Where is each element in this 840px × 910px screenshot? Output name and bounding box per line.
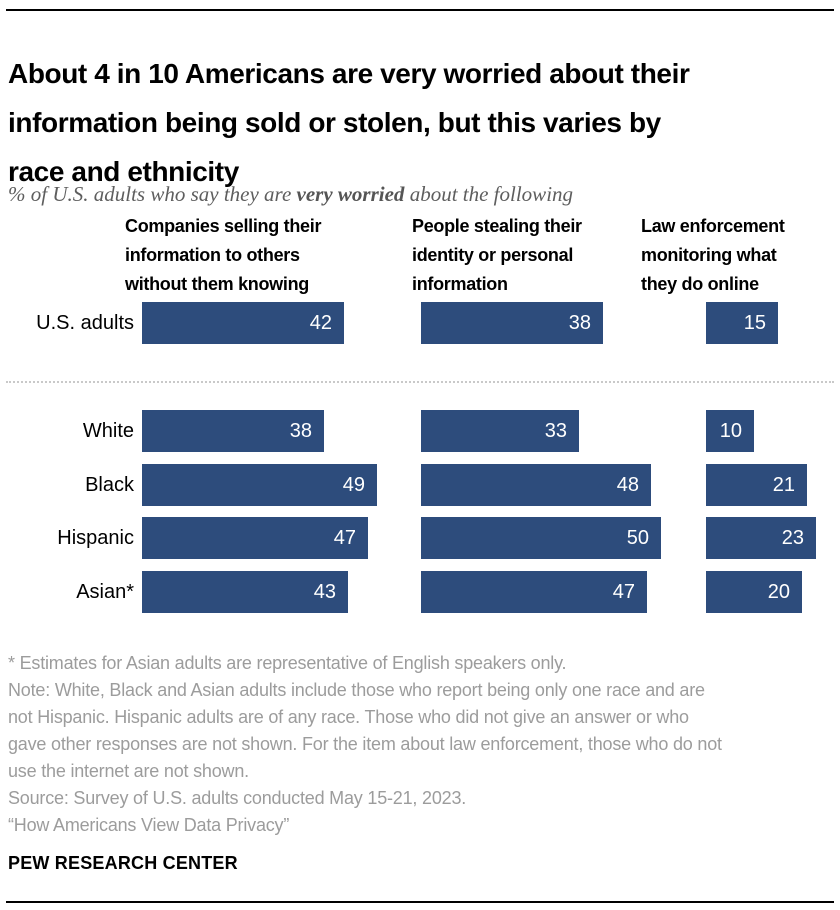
bar-value-label: 15	[743, 311, 766, 334]
methodology-note: Note: White, Black and Asian adults incl…	[8, 680, 722, 781]
bar-asian-col3: 20	[706, 571, 802, 613]
bar-chart: Companies selling their information to o…	[6, 216, 834, 613]
bar-hispanic-col1: 47	[142, 517, 368, 559]
row-label-white: White	[82, 420, 134, 442]
row-label-black: Black	[85, 474, 134, 496]
bar-asian-col2: 47	[421, 571, 647, 613]
bar-value-label: 38	[568, 311, 591, 334]
column-header-companies-selling: Companies selling their information to o…	[125, 216, 322, 294]
bar-black-col3: 21	[706, 464, 807, 506]
bar-value-label: 21	[772, 473, 795, 496]
bar-value-label: 20	[767, 580, 790, 603]
column-header-identity-theft: People stealing their identity or person…	[412, 216, 582, 294]
row-label-asian: Asian*	[76, 581, 134, 603]
bar-white-col3: 10	[706, 410, 754, 452]
bar-black-col2: 48	[421, 464, 651, 506]
subtitle-prefix: % of U.S. adults who say they are	[8, 182, 297, 206]
row-label-usadults: U.S. adults	[36, 312, 134, 334]
source-line: Source: Survey of U.S. adults conducted …	[8, 788, 467, 808]
bar-value-label: 43	[313, 580, 336, 603]
subtitle-emphasis: very worried	[296, 182, 405, 206]
bar-usadults-col2: 38	[421, 302, 603, 344]
bar-value-label: 33	[544, 419, 567, 442]
top-rule	[6, 9, 834, 11]
bar-white-col2: 33	[421, 410, 579, 452]
bar-value-label: 10	[719, 419, 742, 442]
bottom-rule	[6, 901, 834, 903]
bar-white-col1: 38	[142, 410, 324, 452]
chart-title: About 4 in 10 Americans are very worried…	[8, 57, 690, 187]
bar-asian-col1: 43	[142, 571, 348, 613]
bar-value-label: 38	[289, 419, 312, 442]
bar-usadults-col3: 15	[706, 302, 778, 344]
bar-hispanic-col2: 50	[421, 517, 661, 559]
report-title-quote: “How Americans View Data Privacy”	[8, 815, 290, 835]
bar-value-label: 23	[781, 526, 804, 549]
bar-value-label: 47	[612, 580, 635, 603]
bar-value-label: 49	[342, 473, 365, 496]
bar-hispanic-col3: 23	[706, 517, 816, 559]
bar-black-col1: 49	[142, 464, 377, 506]
asterisk-note: * Estimates for Asian adults are represe…	[8, 653, 567, 673]
chart-subtitle: % of U.S. adults who say they are very w…	[8, 182, 828, 207]
bar-usadults-col1: 42	[142, 302, 344, 344]
pew-research-center-wordmark: PEW RESEARCH CENTER	[8, 853, 238, 873]
bar-value-label: 48	[616, 473, 639, 496]
bar-value-label: 50	[626, 526, 649, 549]
footer-notes: * Estimates for Asian adults are represe…	[8, 650, 834, 874]
bar-value-label: 42	[309, 311, 332, 334]
row-label-hispanic: Hispanic	[57, 527, 134, 549]
column-header-law-enforcement: Law enforcement monitoring what they do …	[641, 216, 785, 294]
subtitle-suffix: about the following	[404, 182, 574, 206]
section-separator-dotted-line	[6, 381, 834, 383]
bar-value-label: 47	[333, 526, 356, 549]
